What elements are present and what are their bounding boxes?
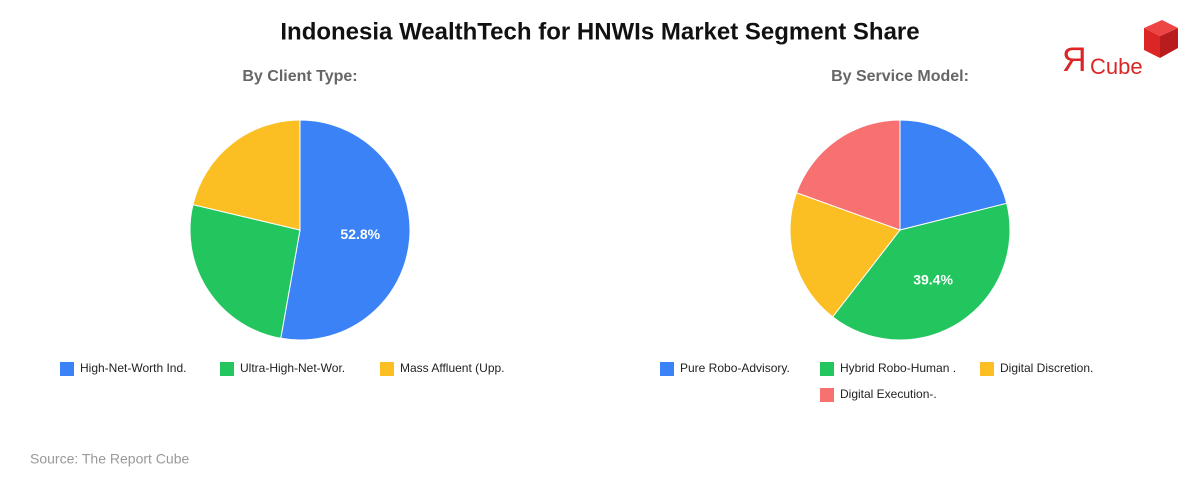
- legend-label: Digital Discretion.: [1000, 361, 1093, 375]
- legend-swatch: [60, 362, 74, 376]
- legend-label: Hybrid Robo-Human .: [840, 361, 956, 375]
- legend-swatch: [820, 362, 834, 376]
- pie-slice: [280, 119, 411, 341]
- pie-slice: [899, 119, 1008, 231]
- pie-slice: [189, 204, 301, 339]
- data-label: 39.4%: [913, 271, 953, 287]
- logo-mark: Я: [1062, 41, 1087, 79]
- legend-label: High-Net-Worth Ind.: [80, 361, 186, 375]
- legend-swatch: [820, 388, 834, 402]
- pie-slice: [789, 192, 901, 318]
- logo: Я Cube: [1062, 20, 1178, 79]
- legend-swatch: [660, 362, 674, 376]
- page-title: Indonesia WealthTech for HNWIs Market Se…: [280, 18, 919, 45]
- logo-cube-side: [1160, 28, 1178, 58]
- source: Source: The Report Cube: [30, 451, 189, 467]
- legend-label: Pure Robo-Advisory.: [680, 361, 790, 375]
- pie-slice: [831, 202, 1011, 341]
- pie-slice: [192, 119, 301, 231]
- logo-cube-front: [1144, 28, 1160, 58]
- chart-subtitle: By Service Model:: [831, 68, 969, 85]
- legend-swatch: [980, 362, 994, 376]
- pie-slice: [795, 119, 901, 231]
- legend-swatch: [380, 362, 394, 376]
- legend-swatch: [220, 362, 234, 376]
- legend-label: Mass Affluent (Upp.: [400, 361, 505, 375]
- legend-label: Ultra-High-Net-Wor.: [240, 361, 345, 375]
- logo-text: Cube: [1090, 54, 1143, 79]
- logo-cube-top: [1144, 20, 1178, 36]
- legend-label: Digital Execution-.: [840, 387, 937, 401]
- chart-subtitle: By Client Type:: [242, 68, 357, 85]
- data-label: 52.8%: [340, 226, 380, 242]
